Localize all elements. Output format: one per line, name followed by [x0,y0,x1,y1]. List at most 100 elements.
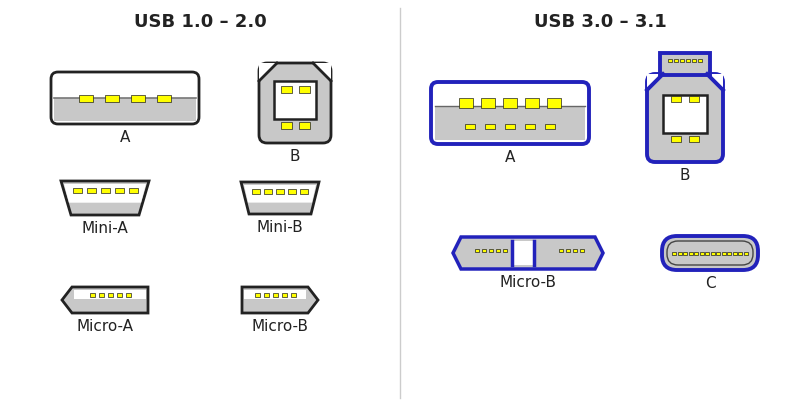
Bar [131,95,145,102]
Bar [98,293,103,297]
Bar [482,248,486,251]
Bar [573,248,577,251]
Bar [101,188,110,193]
Polygon shape [74,290,146,299]
Bar [465,124,475,129]
Text: Micro-B: Micro-B [251,319,309,334]
Bar [54,98,196,121]
Bar [671,96,681,102]
Bar [114,188,123,193]
Bar [700,251,704,255]
Polygon shape [244,290,306,299]
FancyBboxPatch shape [51,72,199,124]
Bar [579,248,583,251]
Bar [435,106,585,140]
Bar [282,293,286,297]
Bar [90,293,94,297]
Polygon shape [241,182,319,214]
Bar [475,248,479,251]
Bar [459,98,473,108]
Text: USB 3.0 – 3.1: USB 3.0 – 3.1 [534,13,666,31]
Bar [686,58,690,62]
Bar [126,293,130,297]
Bar [281,86,291,93]
Bar [300,188,308,193]
Polygon shape [313,63,331,81]
FancyBboxPatch shape [667,241,753,265]
Text: Micro-B: Micro-B [499,275,557,290]
Bar [683,251,687,255]
Bar [733,251,737,255]
Bar [288,188,296,193]
Bar [485,124,495,129]
Bar [263,293,269,297]
Text: C: C [705,276,715,291]
Bar [274,81,316,119]
Bar [706,251,710,255]
Bar [298,122,310,129]
Bar [481,98,495,108]
Bar [276,188,284,193]
Polygon shape [244,185,316,203]
Bar [496,248,500,251]
FancyBboxPatch shape [662,236,758,270]
Bar [86,188,95,193]
Bar [692,58,696,62]
Text: Mini-A: Mini-A [82,221,128,236]
Polygon shape [647,74,663,90]
Bar [273,293,278,297]
Bar [678,251,682,255]
Text: Mini-B: Mini-B [257,220,303,235]
Bar [254,293,259,297]
Bar [558,248,562,251]
Text: Micro-A: Micro-A [77,319,134,334]
Bar [689,136,699,142]
Polygon shape [62,287,148,313]
Bar [727,251,731,255]
Polygon shape [259,63,277,81]
Bar [738,251,742,255]
Bar [663,95,707,133]
Bar [680,58,684,62]
Polygon shape [707,74,723,90]
Bar [105,95,119,102]
Bar [290,293,295,297]
Bar [157,95,171,102]
Bar [525,124,535,129]
Bar [505,124,515,129]
FancyBboxPatch shape [431,82,589,144]
Bar [252,188,260,193]
Bar [503,98,517,108]
Polygon shape [64,184,146,203]
FancyBboxPatch shape [647,74,723,162]
Text: A: A [505,150,515,165]
Text: A: A [120,130,130,145]
Bar [503,248,507,251]
Polygon shape [242,287,318,313]
Bar [73,188,82,193]
Polygon shape [61,181,149,215]
Bar [660,53,710,75]
Bar [689,251,693,255]
Bar [264,188,272,193]
Bar [668,58,672,62]
Bar [547,98,561,108]
Bar [671,136,681,142]
Bar [674,58,678,62]
Text: B: B [680,168,690,183]
Bar [79,95,93,102]
Bar [525,98,539,108]
Bar [716,251,720,255]
FancyBboxPatch shape [259,63,331,143]
Bar [698,58,702,62]
Bar [512,241,534,265]
Bar [129,188,138,193]
Bar [298,86,310,93]
Polygon shape [453,237,603,269]
Bar [566,248,570,251]
Bar [489,248,493,251]
Bar [672,251,676,255]
Bar [710,251,714,255]
Bar [545,124,555,129]
Bar [744,251,748,255]
